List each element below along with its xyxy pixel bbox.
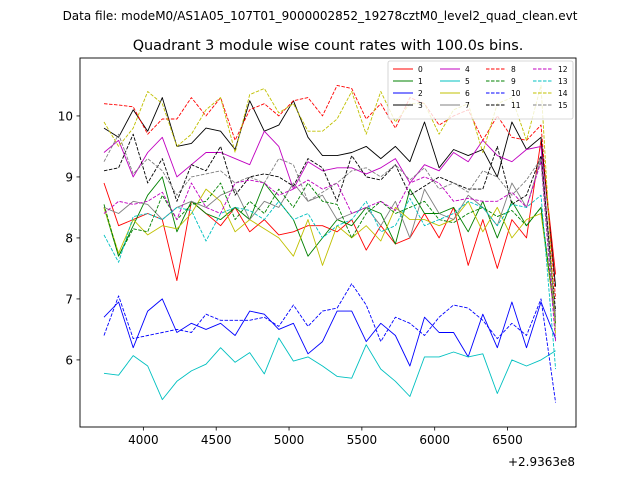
legend-label-12: 12	[558, 65, 568, 74]
x-offset-label: +2.9363e8	[508, 455, 575, 469]
legend-label-0: 0	[418, 65, 423, 74]
legend-label-6: 6	[465, 89, 470, 98]
y-tick-label: 8	[65, 231, 73, 245]
series-layer	[103, 84, 557, 403]
legend-label-8: 8	[511, 65, 516, 74]
legend-label-3: 3	[418, 101, 423, 110]
series-line-6	[103, 188, 557, 324]
x-tick-label: 4500	[201, 433, 232, 447]
x-tick-label: 6000	[419, 433, 450, 447]
legend-label-4: 4	[465, 65, 470, 74]
y-tick-label: 9	[65, 170, 73, 184]
series-line-12	[103, 161, 557, 342]
series-line-14	[103, 84, 557, 336]
x-tick-label: 5500	[347, 433, 378, 447]
axis-ticks: 4000 4500 5000 5500 6000 6500 6 7 8 9 10	[58, 109, 523, 447]
series-line-7	[103, 158, 557, 318]
series-line-8	[103, 84, 557, 299]
series-line-5	[103, 337, 556, 401]
series-line-13	[103, 194, 557, 370]
legend-label-13: 13	[558, 77, 568, 86]
chart-title: Quadrant 3 module wise count rates with …	[133, 38, 524, 54]
series-line-2	[103, 298, 557, 367]
x-tick-label: 6500	[492, 433, 523, 447]
x-tick-label: 4000	[128, 433, 159, 447]
y-tick-label: 10	[58, 109, 73, 123]
series-line-15	[103, 133, 557, 330]
legend-label-2: 2	[418, 89, 423, 98]
legend-label-15: 15	[558, 101, 568, 110]
legend-label-9: 9	[511, 77, 516, 86]
x-tick-label: 5000	[274, 433, 305, 447]
series-line-11	[103, 133, 557, 312]
legend-label-7: 7	[465, 101, 470, 110]
series-line-10	[103, 283, 557, 403]
legend-box	[387, 60, 574, 120]
series-line-3	[103, 97, 557, 287]
legend-label-10: 10	[511, 89, 521, 98]
legend-label-14: 14	[558, 89, 568, 98]
legend-label-5: 5	[465, 77, 470, 86]
legend-label-11: 11	[511, 101, 521, 110]
y-tick-label: 7	[65, 292, 73, 306]
figure-suptitle: Data file: modeM0/AS1A05_107T01_90000028…	[63, 9, 578, 23]
y-tick-label: 6	[65, 353, 73, 367]
series-line-9	[103, 182, 557, 324]
legend-label-1: 1	[418, 77, 423, 86]
plot-area-frame	[79, 57, 577, 428]
